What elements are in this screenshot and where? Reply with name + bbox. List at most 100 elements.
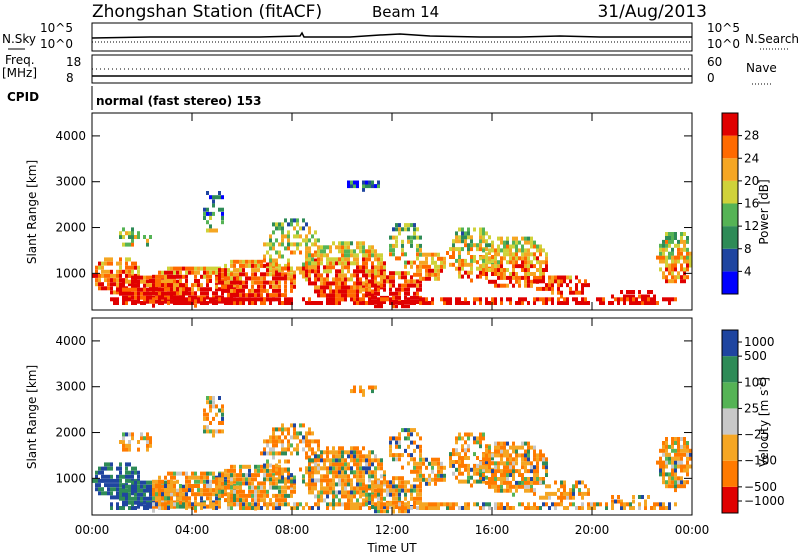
range-cell	[230, 473, 233, 478]
range-cell	[377, 287, 380, 292]
range-cell	[524, 465, 527, 470]
range-cell	[119, 496, 122, 501]
range-cell	[341, 289, 344, 294]
range-cell	[425, 301, 428, 305]
range-cell	[470, 262, 473, 267]
range-cell	[524, 480, 527, 485]
range-cell	[131, 235, 134, 239]
range-cell	[212, 199, 215, 204]
range-cell	[317, 269, 320, 274]
range-cell	[431, 268, 434, 273]
range-cell	[122, 297, 125, 302]
range-cell	[482, 436, 485, 441]
range-cell	[320, 253, 323, 258]
range-cell	[326, 470, 329, 475]
range-cell	[266, 463, 269, 468]
range-cell	[395, 304, 398, 309]
range-cell	[665, 255, 668, 260]
range-cell	[263, 288, 266, 293]
range-cell	[320, 301, 323, 305]
range-cell	[266, 506, 269, 510]
range-cell	[125, 432, 128, 437]
range-cell	[326, 474, 329, 479]
range-cell	[434, 473, 437, 478]
range-cell	[173, 502, 176, 507]
range-cell	[104, 257, 107, 262]
range-cell	[299, 502, 302, 507]
range-cell	[677, 480, 680, 485]
range-cell	[176, 283, 179, 288]
range-cell	[116, 487, 119, 492]
range-cell	[182, 287, 185, 292]
range-cell	[167, 287, 170, 292]
range-cell	[122, 492, 125, 497]
range-cell	[134, 496, 137, 501]
range-cell	[404, 506, 407, 510]
range-cell	[389, 279, 392, 284]
range-cell	[671, 437, 674, 441]
range-cell	[443, 502, 446, 507]
range-cell	[317, 498, 320, 503]
range-cell	[524, 268, 527, 272]
range-cell	[419, 444, 422, 449]
range-cell	[290, 222, 293, 227]
range-cell	[560, 484, 563, 489]
range-cell	[518, 453, 521, 458]
range-cell	[128, 279, 131, 284]
range-cell	[497, 461, 500, 466]
range-cell	[362, 281, 365, 286]
range-cell	[209, 274, 212, 279]
range-cell	[134, 235, 137, 239]
range-cell	[524, 272, 527, 276]
range-cell	[269, 463, 272, 468]
range-cell	[581, 495, 584, 500]
range-cell	[506, 297, 509, 302]
range-cell	[569, 488, 572, 493]
range-cell	[494, 469, 497, 474]
range-cell	[287, 447, 290, 452]
range-cell	[296, 234, 299, 239]
range-cell	[458, 251, 461, 255]
range-cell	[527, 268, 530, 272]
range-cell	[278, 471, 281, 476]
range-cell	[530, 283, 533, 288]
range-cell	[272, 464, 275, 469]
colorbar-frame	[721, 329, 739, 514]
range-cell	[188, 484, 191, 488]
range-cell	[152, 496, 155, 501]
range-cell	[404, 223, 407, 228]
range-cell	[344, 494, 347, 499]
range-cell	[155, 479, 158, 484]
range-cell	[308, 431, 311, 436]
range-cell	[341, 486, 344, 491]
range-cell	[314, 250, 317, 255]
range-cell	[278, 502, 281, 507]
range-cell	[323, 245, 326, 250]
range-cell	[299, 270, 302, 275]
range-cell	[671, 279, 674, 284]
range-cell	[233, 493, 236, 498]
range-cell	[251, 288, 254, 293]
range-cell	[278, 268, 281, 273]
range-cell	[251, 280, 254, 285]
range-cell	[674, 460, 677, 465]
range-cell	[236, 268, 239, 273]
range-cell	[125, 466, 128, 471]
range-cell	[287, 234, 290, 239]
range-cell	[356, 498, 359, 503]
range-cell	[275, 288, 278, 293]
range-cell	[464, 231, 467, 236]
range-cell	[200, 471, 203, 476]
range-cell	[110, 478, 113, 483]
range-cell	[368, 458, 371, 463]
range-cell	[368, 273, 371, 278]
range-cell	[101, 470, 104, 475]
range-cell	[662, 255, 665, 260]
range-cell	[524, 236, 527, 241]
range-cell	[128, 282, 131, 287]
range-cell	[314, 454, 317, 459]
range-cell	[149, 504, 152, 509]
range-cell	[221, 493, 224, 498]
range-cell	[524, 449, 527, 454]
range-cell	[215, 295, 218, 300]
